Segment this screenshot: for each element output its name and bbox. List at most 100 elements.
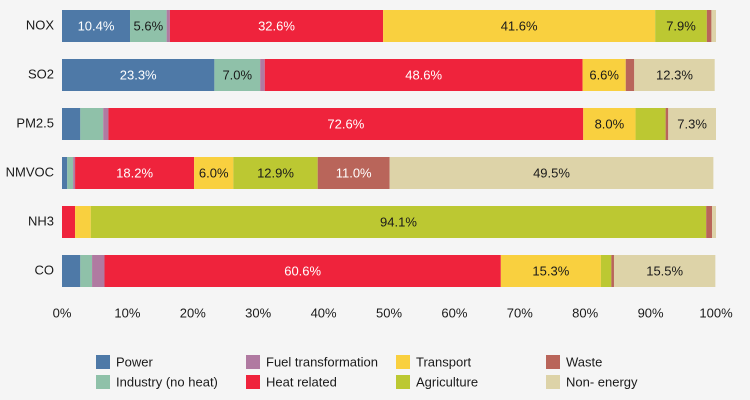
bar-nh3-heat-related bbox=[62, 206, 76, 238]
legend-item-transport: Transport bbox=[396, 354, 472, 369]
data-label-so2-power: 23.3% bbox=[120, 67, 157, 82]
bar-nmvoc-agriculture bbox=[233, 157, 318, 189]
bar-nox-non-energy bbox=[711, 10, 716, 42]
x-tick-label-80: 80% bbox=[572, 306, 598, 321]
legend-swatch-waste bbox=[546, 355, 560, 369]
bar-so2-transport bbox=[582, 59, 626, 91]
legend-label-transport: Transport bbox=[416, 354, 472, 369]
bar-nmvoc-non-energy bbox=[389, 157, 714, 189]
bar-nh3-non-energy bbox=[712, 206, 716, 238]
bar-nox-transport bbox=[383, 10, 656, 42]
data-label-nmvoc-transport: 6.0% bbox=[199, 165, 229, 180]
data-label-pm2-5-non-energy: 7.3% bbox=[677, 116, 707, 131]
bar-nox-heat-related bbox=[169, 10, 384, 42]
bar-so2-industry-no-heat bbox=[214, 59, 261, 91]
category-label-nmvoc: NMVOC bbox=[6, 164, 54, 179]
bar-nmvoc-waste bbox=[317, 157, 390, 189]
legend-item-non-energy: Non- energy bbox=[546, 374, 638, 389]
bar-co-non-energy bbox=[613, 255, 716, 287]
bar-nox-industry-no-heat bbox=[130, 10, 167, 42]
legend-label-waste: Waste bbox=[566, 354, 602, 369]
bar-pm2-5-non-energy bbox=[668, 108, 716, 140]
x-tick-label-50: 50% bbox=[376, 306, 402, 321]
data-label-nh3-agriculture: 94.1% bbox=[380, 214, 417, 229]
bar-nox-power bbox=[62, 10, 131, 42]
bar-so2-waste bbox=[625, 59, 635, 91]
data-label-so2-transport: 6.6% bbox=[589, 67, 619, 82]
bar-nox-waste bbox=[706, 10, 712, 42]
bar-co-agriculture bbox=[600, 255, 612, 287]
data-label-nmvoc-non-energy: 49.5% bbox=[533, 165, 570, 180]
legend-item-power: Power bbox=[96, 354, 154, 369]
data-label-pm2-5-heat-related: 72.6% bbox=[327, 116, 364, 131]
bar-so2-heat-related bbox=[264, 59, 583, 91]
x-tick-label-70: 70% bbox=[507, 306, 533, 321]
legend: Power Fuel transformation Transport Waste In… bbox=[96, 354, 638, 389]
data-label-nox-industry-no-heat: 5.6% bbox=[134, 18, 164, 33]
bar-pm2-5-waste bbox=[665, 108, 669, 140]
x-tick-label-60: 60% bbox=[441, 306, 467, 321]
bars-layer: 10.4% 5.6% 32.6% 41.6% 7.9% 23.3% 7.0% 48.6% 6.6… bbox=[62, 10, 716, 287]
category-label-pm2-5: PM2.5 bbox=[16, 115, 54, 130]
bar-co-transport bbox=[500, 255, 601, 287]
bar-nox-fuel-transformation bbox=[166, 10, 170, 42]
bar-so2-non-energy bbox=[634, 59, 715, 91]
x-tick-label-100: 100% bbox=[699, 306, 733, 321]
bar-pm2-5-power bbox=[62, 108, 81, 140]
data-label-nmvoc-waste: 11.0% bbox=[336, 165, 372, 180]
legend-swatch-power bbox=[96, 355, 110, 369]
legend-label-non-energy: Non- energy bbox=[566, 374, 638, 389]
category-label-co: CO bbox=[35, 262, 55, 277]
legend-label-power: Power bbox=[116, 354, 154, 369]
data-label-nmvoc-heat-related: 18.2% bbox=[116, 165, 153, 180]
bar-pm2-5-industry-no-heat bbox=[80, 108, 104, 140]
x-tick-label-30: 30% bbox=[245, 306, 271, 321]
bar-co-fuel-transformation bbox=[92, 255, 105, 287]
category-label-nox: NOX bbox=[26, 17, 55, 32]
bar-so2-power bbox=[62, 59, 215, 91]
legend-label-heat-related: Heat related bbox=[266, 374, 337, 389]
data-label-nox-power: 10.4% bbox=[78, 18, 115, 33]
legend-swatch-heat-related bbox=[246, 375, 260, 389]
bar-nmvoc-transport bbox=[194, 157, 234, 189]
bar-nox-agriculture bbox=[655, 10, 707, 42]
data-label-so2-non-energy: 12.3% bbox=[656, 67, 693, 82]
bar-co-heat-related bbox=[104, 255, 501, 287]
data-label-so2-heat-related: 48.6% bbox=[405, 67, 442, 82]
data-label-co-non-energy: 15.5% bbox=[646, 263, 683, 278]
legend-swatch-industry-no-heat bbox=[96, 375, 110, 389]
bar-pm2-5-fuel-transformation bbox=[103, 108, 109, 140]
data-label-co-heat-related: 60.6% bbox=[284, 263, 321, 278]
bar-nh3-waste bbox=[706, 206, 713, 238]
bar-so2-fuel-transformation bbox=[260, 59, 265, 91]
category-label-so2: SO2 bbox=[28, 66, 54, 81]
bar-co-power bbox=[62, 255, 81, 287]
bar-pm2-5-agriculture bbox=[635, 108, 666, 140]
legend-label-fuel-transformation: Fuel transformation bbox=[266, 354, 378, 369]
bar-nmvoc-fuel-transformation bbox=[73, 157, 76, 189]
legend-label-industry-no-heat: Industry (no heat) bbox=[116, 374, 218, 389]
legend-swatch-non-energy bbox=[546, 375, 560, 389]
bar-co-industry-no-heat bbox=[80, 255, 93, 287]
legend-item-heat-related: Heat related bbox=[246, 374, 337, 389]
x-tick-label-10: 10% bbox=[114, 306, 140, 321]
legend-item-waste: Waste bbox=[546, 354, 602, 369]
bar-nh3-transport bbox=[75, 206, 91, 238]
legend-swatch-transport bbox=[396, 355, 410, 369]
x-tick-label-40: 40% bbox=[311, 306, 337, 321]
bar-nmvoc-industry-no-heat bbox=[67, 157, 74, 189]
bar-pm2-5-transport bbox=[583, 108, 636, 140]
data-label-nmvoc-agriculture: 12.9% bbox=[257, 165, 294, 180]
category-label-nh3: NH3 bbox=[28, 213, 54, 228]
bar-nmvoc-heat-related bbox=[75, 157, 195, 189]
bar-nmvoc-power bbox=[62, 157, 68, 189]
data-label-pm2-5-transport: 8.0% bbox=[595, 116, 625, 131]
x-tick-label-90: 90% bbox=[638, 306, 664, 321]
bar-pm2-5-heat-related bbox=[108, 108, 584, 140]
category-labels: NOX SO2 PM2.5 NMVOC NH3 CO bbox=[6, 17, 55, 277]
legend-swatch-agriculture bbox=[396, 375, 410, 389]
legend-item-industry-no-heat: Industry (no heat) bbox=[96, 374, 218, 389]
legend-item-agriculture: Agriculture bbox=[396, 374, 478, 389]
x-axis-ticks: 0% 10% 20% 30% 40% 50% 60% 70% 80% 90% 100% bbox=[53, 306, 733, 321]
